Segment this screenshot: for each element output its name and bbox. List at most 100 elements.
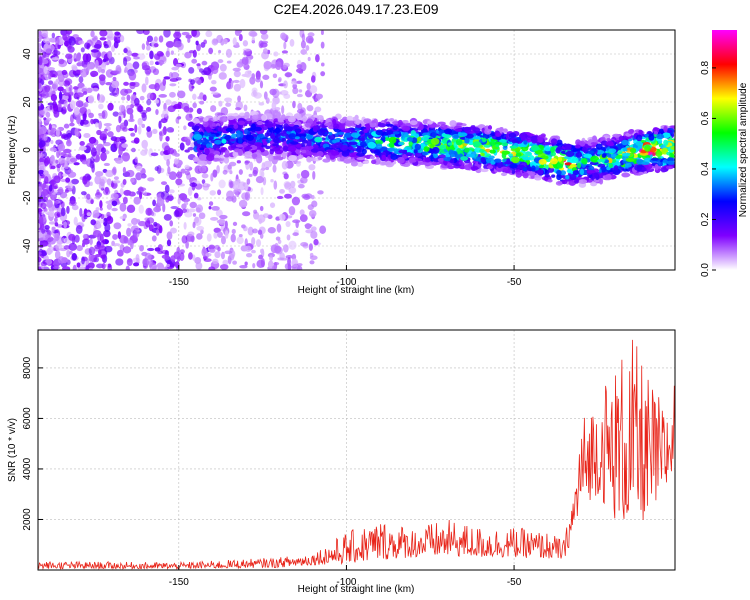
spectrogram-cell [284,263,292,270]
spectrogram-cell [86,142,95,149]
spectrogram-cell [196,43,201,52]
spectrogram-cell [46,247,52,256]
spectrogram-cell [371,159,377,165]
spectrogram-cell [99,200,103,209]
spectrogram-cell [345,119,354,127]
spectrogram-cell [307,56,311,62]
spectrogram-cell [214,244,220,250]
spectrogram-cell [126,94,131,101]
spectrogram-cell [104,239,109,245]
spectrogram-cell [90,70,99,77]
spectrogram-cell [294,128,302,133]
spectrogram-cell [258,254,263,260]
spectrogram-cell [166,263,171,268]
spectrogram-cell [165,197,170,203]
spectrogram-cell [204,148,210,155]
spectrogram-cell [218,218,226,226]
spectrogram-cell [221,235,226,245]
spectrogram-cell [261,162,266,172]
spectrogram-cell [574,144,581,149]
spectrogram-cell [68,200,77,207]
spectrogram-cell [463,126,471,131]
spectrogram-cell [119,202,127,212]
spectrogram-cell [71,66,78,72]
spectrogram-cell [139,245,144,252]
spectrogram-cell [260,248,264,254]
colorbar-tick-label: 0.6 [700,111,711,125]
spectrogram-cell [99,37,107,41]
spectrogram-cell [73,107,80,115]
spectrogram-cell [564,143,572,151]
spectrogram-cell [211,38,219,46]
spectrogram-cell [137,220,147,227]
spectrogram-cell [38,153,45,158]
spectrogram-cell [69,250,73,255]
spectrogram-cell [76,115,81,125]
spectrogram-cell [112,234,118,240]
spectrogram-y-tick-label: -20 [22,190,33,205]
spectrogram-cell [206,143,211,149]
spectrogram-cell [508,132,517,138]
spectrogram-cell [163,213,172,221]
spectrogram-cell [663,139,669,146]
spectrogram-cell [109,92,118,96]
spectrogram-cell [38,100,42,107]
spectrogram-cell [325,149,334,153]
spectrogram-cell [656,133,665,140]
spectrogram-cell [76,245,83,252]
spectrogram-cell [196,225,205,231]
spectrogram-cell [406,137,414,142]
spectrogram-cell [106,178,112,186]
spectrogram-cell [146,217,155,224]
spectrogram-cell [292,219,301,224]
spectrogram-cell [46,199,53,209]
spectrogram-cell [291,196,301,206]
spectrogram-cell [174,40,183,48]
spectrogram-cell [294,136,300,140]
spectrogram-cell [161,129,165,137]
spectrogram-cell [242,211,251,217]
spectrogram-cell [83,214,88,220]
spectrogram-cell [107,102,114,111]
spectrogram-cell [557,156,563,162]
spectrogram-cell [72,264,77,270]
spectrogram-cell [192,102,197,109]
spectrogram-cell [51,32,56,39]
spectrogram-cell [201,173,209,179]
spectrogram-cell [123,81,129,86]
spectrogram-cell [262,74,270,80]
spectrogram-cell [123,236,129,244]
spectrogram-cell [320,30,324,36]
spectrogram-cell [102,58,107,63]
spectrogram-cell [68,233,76,241]
spectrogram-cell [634,164,643,171]
spectrogram-y-tick-label: 20 [22,96,33,108]
spectrogram-cell [265,145,271,150]
spectrogram-cell [83,91,88,95]
spectrogram-cell [49,156,55,165]
spectrogram-cell [155,108,159,116]
spectrogram-cell [238,112,246,117]
spectrogram-cell [504,161,514,165]
spectrogram-cell [49,105,53,110]
spectrogram-cell [359,131,364,135]
spectrogram-cell [55,159,59,164]
spectrogram-cell [44,225,50,230]
spectrogram-cell [126,50,133,57]
spectrogram-cell [550,146,555,153]
spectrogram-cell [77,266,87,270]
spectrogram-cell [333,123,340,130]
spectrogram-cell [108,33,116,38]
spectrogram-cell [181,197,191,203]
spectrogram-y-tick-label: 40 [22,48,33,60]
spectrogram-cell [79,141,85,146]
spectrogram-cell [544,173,550,178]
spectrogram-cell [153,221,158,227]
spectrogram-cell [385,123,394,127]
spectrogram-cell [226,60,232,64]
spectrogram-cell [141,83,147,93]
spectrogram-cell [40,202,47,210]
spectrogram-cell [287,146,297,152]
spectrogram-cell [68,91,74,96]
spectrogram-cell [145,107,152,112]
